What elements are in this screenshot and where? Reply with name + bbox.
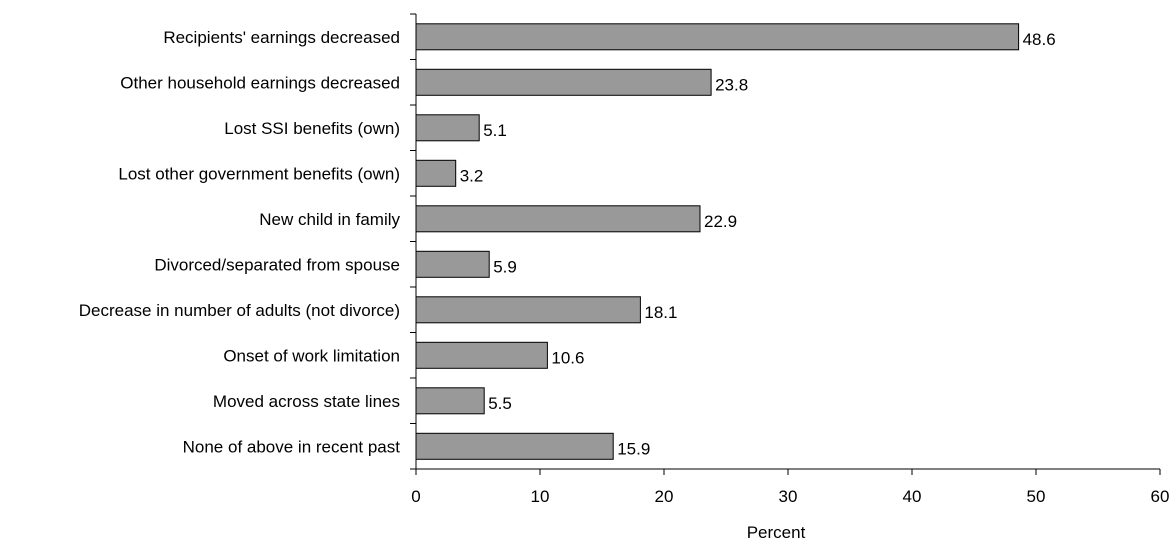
bar-value-label: 48.6 [1023, 30, 1056, 49]
x-tick-label: 60 [1151, 487, 1170, 506]
bar-value-label: 5.1 [483, 121, 507, 140]
x-axis-title: Percent [747, 523, 806, 542]
x-tick-label: 20 [655, 487, 674, 506]
x-tick-label: 50 [1027, 487, 1046, 506]
x-tick-label: 10 [531, 487, 550, 506]
x-tick-label: 30 [779, 487, 798, 506]
bar [415, 159, 457, 187]
bar [415, 68, 712, 96]
category-label: New child in family [259, 210, 400, 229]
value-labels-layer: 48.6 23.8 5.1 3.2 22.9 5.9 18.1 10.6 5.5 15.9 [460, 30, 1056, 458]
bar-value-label: 5.9 [493, 257, 517, 276]
bar [415, 432, 614, 460]
bar [415, 23, 1020, 51]
x-ticks-layer: 0 10 20 30 40 50 60 [411, 469, 1169, 506]
bar-value-label: 5.5 [488, 394, 512, 413]
category-labels-layer: Recipients' earnings decreased Other hous… [79, 28, 401, 456]
category-label: Recipients' earnings decreased [163, 28, 400, 47]
bar [415, 114, 480, 142]
bar [415, 341, 548, 369]
bar [415, 296, 641, 324]
x-tick-label: 0 [411, 487, 420, 506]
bar [415, 205, 701, 233]
category-label: Moved across state lines [213, 392, 400, 411]
category-label: Divorced/separated from spouse [154, 255, 400, 274]
category-label: Other household earnings decreased [120, 73, 400, 92]
category-label: Decrease in number of adults (not divorc… [79, 301, 400, 320]
bar [415, 250, 490, 278]
x-tick-label: 40 [903, 487, 922, 506]
category-label: None of above in recent past [183, 437, 401, 456]
bar-value-label: 15.9 [617, 439, 650, 458]
bar-value-label: 10.6 [551, 348, 584, 367]
bar-value-label: 18.1 [644, 303, 677, 322]
bars-layer [415, 23, 1020, 460]
bar-value-label: 23.8 [715, 75, 748, 94]
category-label: Lost other government benefits (own) [118, 164, 400, 183]
category-label: Lost SSI benefits (own) [224, 119, 400, 138]
bar-value-label: 3.2 [460, 166, 484, 185]
category-label: Onset of work limitation [223, 346, 400, 365]
bar-value-label: 22.9 [704, 212, 737, 231]
bar [415, 387, 485, 415]
